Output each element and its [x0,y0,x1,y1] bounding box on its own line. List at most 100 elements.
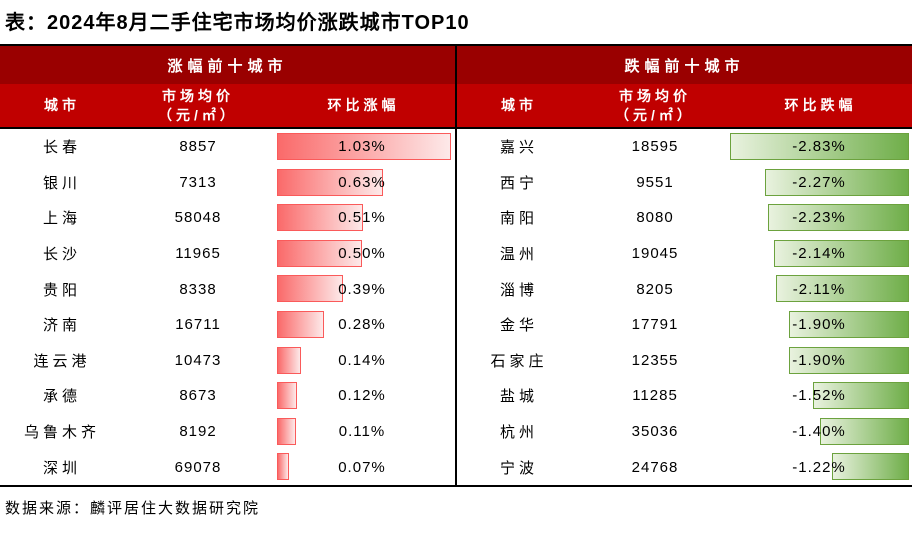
column-header-price-line2: （元/㎡） [615,106,695,123]
price-cell: 19045 [631,245,679,263]
column-header-price: 市场均价 （元/㎡） [124,84,272,127]
column-header-change: 环比涨幅 [327,97,400,113]
decrease-bar [812,382,909,410]
city-cell: 乌鲁木齐 [23,424,100,442]
city-cell: 贵阳 [42,281,81,299]
change-label: -2.27% [792,173,846,191]
city-cell: 淄博 [499,281,538,299]
column-header-price-line1: 市场均价 [162,87,234,104]
increase-column-headers: 城市 市场均价 （元/㎡） 环比涨幅 [0,84,455,129]
price-cell: 8338 [179,280,217,298]
city-cell: 盐城 [499,388,538,406]
change-label: 0.07% [338,458,386,476]
increase-bar [277,382,298,410]
increase-bar [277,310,325,338]
table-row: 嘉兴 18595 -2.83% [457,129,912,165]
price-cell: 12355 [631,351,679,369]
price-cell: 16711 [175,316,221,334]
city-cell: 金华 [499,317,538,335]
decrease-bar [788,310,909,338]
table-divider [455,46,457,485]
panel-decrease: 跌幅前十城市 城市 市场均价 （元/㎡） 环比跌幅 嘉兴 18595 -2.83% 西… [457,46,912,485]
decrease-rows: 嘉兴 18595 -2.83% 西宁 9551 -2.27% 南阳 8080 -2.23% 温州 1… [457,129,912,485]
column-header-price-line2: （元/㎡） [158,106,238,123]
table-row: 温州 19045 -2.14% [457,236,912,272]
city-cell: 温州 [499,246,538,264]
increase-bar [277,168,384,196]
change-label: 0.51% [338,209,386,227]
increase-bar [277,239,362,267]
increase-group-header: 涨幅前十城市 [0,46,455,84]
decrease-bar [820,417,909,445]
city-cell: 嘉兴 [499,139,538,157]
city-cell: 连云港 [33,352,91,370]
table-row: 西宁 9551 -2.27% [457,165,912,201]
table-row: 银川 7313 0.63% [0,165,455,201]
table-row: 深圳 69078 0.07% [0,449,455,485]
column-header-price: 市场均价 （元/㎡） [581,84,729,127]
city-cell: 上海 [42,210,81,228]
increase-rows: 长春 8857 1.03% 银川 7313 0.63% 上海 58048 0.51% 长沙 1196… [0,129,455,485]
increase-bar [277,275,343,303]
table-row: 承德 8673 0.12% [0,378,455,414]
price-cell: 8673 [179,387,217,405]
price-cell: 17791 [631,316,679,334]
change-label: 0.12% [338,387,386,405]
change-label: -1.90% [792,316,846,334]
decrease-bar [775,275,909,303]
table-row: 石家庄 12355 -1.90% [457,343,912,379]
table-row: 连云港 10473 0.14% [0,343,455,379]
table-row: 长沙 11965 0.50% [0,236,455,272]
change-label: -2.11% [792,280,846,298]
column-header-city: 城市 [501,97,537,113]
price-cell: 9551 [636,173,674,191]
table-row: 宁波 24768 -1.22% [457,449,912,485]
decrease-bar [788,346,909,374]
increase-bar [277,346,301,374]
city-cell: 南阳 [499,210,538,228]
city-cell: 长春 [42,139,81,157]
table-row: 长春 8857 1.03% [0,129,455,165]
decrease-column-headers: 城市 市场均价 （元/㎡） 环比跌幅 [457,84,912,129]
change-label: -1.22% [792,458,846,476]
city-cell: 银川 [42,174,81,192]
price-cell: 69078 [174,458,222,476]
decrease-bar [765,168,909,196]
change-label: -1.90% [792,351,846,369]
increase-bar [277,453,289,481]
decrease-bar [768,204,909,232]
table-row: 盐城 11285 -1.52% [457,378,912,414]
page-title: 表：2024年8月二手住宅市场均价涨跌城市TOP10 [5,12,470,34]
top10-table: 涨幅前十城市 城市 市场均价 （元/㎡） 环比涨幅 长春 8857 1.03% 银川 7… [0,44,912,487]
table-row: 金华 17791 -1.90% [457,307,912,343]
panel-increase: 涨幅前十城市 城市 市场均价 （元/㎡） 环比涨幅 长春 8857 1.03% 银川 7… [0,46,455,485]
price-cell: 35036 [631,423,679,441]
table-row: 济南 16711 0.28% [0,307,455,343]
table-row: 乌鲁木齐 8192 0.11% [0,414,455,450]
city-cell: 济南 [42,317,81,335]
city-cell: 西宁 [499,174,538,192]
change-label: 0.39% [338,280,386,298]
price-cell: 18595 [631,138,679,156]
price-cell: 8205 [636,280,674,298]
increase-bar [277,133,451,160]
decrease-bar [773,239,909,267]
change-label: 0.50% [338,245,386,263]
change-label: -2.23% [792,209,846,227]
change-label: -1.40% [792,423,846,441]
city-cell: 长沙 [42,246,81,264]
city-cell: 深圳 [42,459,81,477]
table-row: 上海 58048 0.51% [0,200,455,236]
column-header-city: 城市 [44,97,80,113]
price-cell: 11285 [632,387,678,405]
decrease-bar [730,133,909,160]
change-label: 0.14% [338,351,386,369]
change-label: -2.14% [792,245,846,263]
column-header-price-line1: 市场均价 [619,87,691,104]
change-label: 0.63% [338,173,386,191]
change-label: -1.52% [792,387,846,405]
city-cell: 承德 [42,388,81,406]
table-row: 杭州 35036 -1.40% [457,414,912,450]
price-cell: 24768 [631,458,679,476]
price-cell: 8080 [636,209,674,227]
